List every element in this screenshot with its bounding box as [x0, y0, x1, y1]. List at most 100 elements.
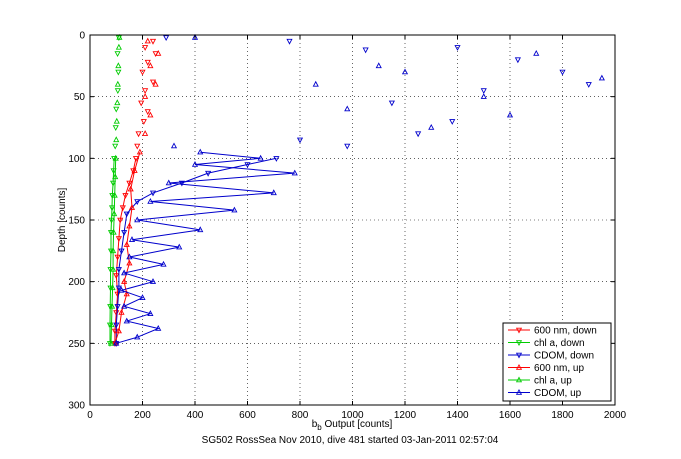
data-point	[163, 35, 170, 42]
data-point	[118, 308, 125, 315]
series-line	[110, 158, 117, 344]
data-point	[149, 38, 157, 45]
data-point	[113, 322, 120, 329]
data-point	[286, 38, 293, 45]
data-point	[121, 230, 128, 236]
data-point	[344, 143, 351, 150]
data-point	[142, 130, 149, 136]
x-tick-label: 400	[187, 410, 204, 421]
data-point	[110, 228, 117, 235]
data-point	[110, 168, 117, 175]
data-point	[362, 47, 369, 54]
data-point	[113, 106, 120, 113]
data-point	[121, 302, 128, 309]
series-line	[115, 157, 277, 344]
data-point	[291, 169, 298, 176]
legend-entry: CDOM, up	[534, 388, 582, 399]
data-point	[144, 37, 151, 44]
y-tick-label: 0	[79, 31, 85, 42]
data-point	[257, 154, 264, 161]
data-point	[155, 324, 162, 331]
x-axis-ticks: 0 200 400 600 800 1000 1200 1400 1600 1800 2000	[87, 35, 627, 421]
legend-entry: chl a, up	[534, 376, 572, 387]
data-point	[122, 193, 129, 199]
y-axis-ticks: 0 50 100 150 200 250 300	[68, 31, 615, 412]
data-point	[152, 80, 159, 87]
data-point	[514, 57, 521, 64]
data-point	[123, 290, 130, 297]
caption: SG502 RossSea Nov 2010, dive 481 started…	[202, 435, 499, 446]
data-point	[147, 62, 154, 69]
data-point	[123, 211, 130, 218]
data-point	[131, 167, 138, 173]
x-tick-label: 800	[292, 410, 309, 421]
data-point	[114, 99, 121, 106]
data-point	[110, 180, 117, 187]
data-point	[401, 68, 409, 75]
x-tick-label: 1200	[394, 410, 417, 421]
data-point	[107, 285, 114, 292]
data-point	[115, 69, 122, 76]
data-point	[136, 148, 143, 155]
data-point	[112, 125, 119, 132]
data-point	[244, 162, 251, 169]
data-point	[149, 190, 157, 197]
data-point	[111, 191, 118, 198]
data-point	[415, 131, 422, 138]
data-point	[115, 285, 122, 292]
data-point	[107, 248, 115, 255]
legend-marker	[515, 388, 523, 395]
data-point	[585, 82, 592, 88]
x-axis-label: bb Output [counts]	[312, 419, 393, 432]
data-point	[140, 119, 147, 125]
data-point	[114, 304, 121, 310]
y-tick-label: 200	[68, 277, 85, 288]
data-point	[118, 248, 125, 255]
data-point	[108, 217, 115, 224]
data-point	[108, 321, 115, 328]
data-point	[139, 294, 146, 300]
data-point	[121, 278, 128, 284]
data-point	[109, 284, 116, 291]
x-tick-label: 0	[87, 410, 93, 421]
data-point	[114, 51, 121, 58]
data-point	[176, 243, 183, 250]
data-point	[115, 43, 122, 50]
data-point	[454, 45, 461, 51]
data-point	[178, 180, 185, 187]
data-point	[144, 59, 151, 66]
data-point	[115, 62, 122, 69]
legend-marker	[515, 376, 523, 383]
data-point	[126, 253, 133, 260]
legend-marker	[515, 363, 523, 370]
data-point	[113, 339, 120, 346]
legend-box	[502, 322, 612, 402]
data-point	[142, 93, 149, 99]
data-point	[115, 327, 122, 334]
legend-entry: chl a, down	[534, 338, 585, 349]
x-tick-label: 1400	[446, 410, 469, 421]
series-0	[111, 38, 159, 347]
data-point	[132, 156, 140, 162]
data-point	[197, 226, 204, 233]
data-point	[123, 317, 130, 324]
data-point	[480, 93, 487, 99]
data-point	[144, 109, 151, 116]
data-point	[123, 241, 130, 247]
data-point	[114, 88, 121, 95]
x-tick-label: 1600	[499, 410, 522, 421]
data-point	[231, 206, 238, 213]
data-point	[113, 117, 120, 124]
y-tick-label: 300	[68, 401, 85, 412]
data-point	[312, 80, 319, 87]
data-point	[115, 236, 122, 243]
data-point	[134, 199, 141, 206]
data-point	[119, 205, 126, 212]
data-point	[110, 265, 117, 272]
data-point	[449, 119, 456, 125]
data-point	[126, 259, 133, 266]
y-tick-label: 100	[68, 154, 85, 165]
series-4	[107, 33, 123, 346]
data-point	[160, 260, 167, 267]
